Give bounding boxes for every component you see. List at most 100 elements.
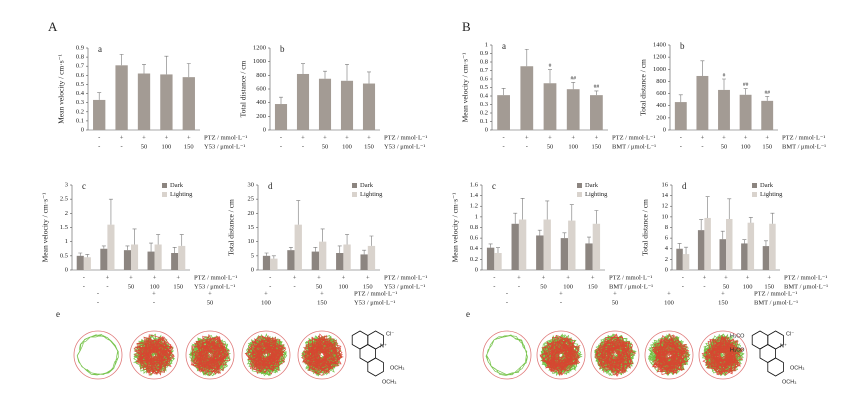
bar — [762, 246, 770, 270]
condition-value: - — [506, 290, 508, 297]
error-bar — [142, 64, 146, 74]
structure-label: OCH₃ — [382, 379, 396, 385]
condition-value: 150 — [718, 299, 728, 306]
bar — [568, 220, 576, 270]
structure-label: Cl⁻ — [386, 331, 394, 337]
y-tick-label: 2 — [665, 256, 668, 263]
bar — [674, 102, 687, 130]
condition-value: + — [293, 274, 297, 281]
bar — [360, 254, 368, 270]
condition-value: + — [548, 134, 552, 141]
panel-label: e — [466, 309, 470, 319]
bar — [718, 89, 730, 130]
condition-value: - — [703, 283, 705, 290]
error-bar — [524, 48, 529, 67]
error-bar — [345, 234, 350, 245]
panel-label: c — [492, 181, 496, 191]
trajectory — [594, 333, 637, 377]
error-bar — [186, 63, 191, 78]
y-tick-label: 0.5 — [76, 81, 84, 88]
condition-value: + — [153, 274, 157, 281]
panel-label: a — [502, 41, 506, 51]
error-bar — [495, 247, 500, 253]
error-bar — [763, 240, 768, 247]
figure-label: B — [462, 19, 471, 34]
annotation: # — [549, 63, 552, 69]
bar — [318, 78, 332, 130]
condition-value: + — [317, 274, 321, 281]
condition-label: Y53 / μmol·L⁻¹ — [194, 283, 235, 290]
trajectory — [701, 334, 744, 376]
condition-value: + — [701, 134, 705, 141]
condition-label: BMT / μmol·L⁻¹ — [784, 283, 828, 290]
y-axis-title: Mean velocity / cm·s⁻¹ — [451, 193, 460, 263]
error-bar — [587, 236, 592, 244]
condition-value: - — [280, 143, 282, 150]
trajectory — [190, 333, 231, 377]
condition-label: PTZ / mmol·L⁻¹ — [384, 134, 427, 141]
condition-label: Y53 / μmol·L⁻¹ — [384, 143, 425, 150]
condition-value: + — [542, 274, 546, 281]
bar — [160, 74, 173, 130]
y-tick-label: 0.8 — [76, 54, 84, 61]
condition-label: PTZ / mmol·L⁻¹ — [204, 134, 247, 141]
bar — [741, 243, 748, 270]
condition-value: - — [682, 283, 684, 290]
condition-value: + — [767, 274, 771, 281]
y-tick-label: 1200 — [653, 54, 666, 61]
condition-value: + — [613, 290, 617, 297]
error-bar — [770, 212, 775, 224]
condition-value: - — [493, 274, 495, 281]
annotation: ## — [594, 84, 600, 90]
error-bar — [537, 229, 542, 236]
legend-swatch — [752, 183, 757, 188]
y-tick-label: 0.4 — [76, 90, 85, 97]
condition-value: + — [525, 134, 529, 141]
bar — [497, 95, 510, 130]
error-bar — [78, 252, 83, 256]
error-bar — [722, 78, 726, 90]
annotation: # — [723, 72, 726, 78]
panel-label: c — [82, 181, 86, 191]
panel-label: b — [280, 44, 285, 54]
error-bar — [97, 92, 102, 100]
condition-value: - — [121, 143, 123, 150]
condition-value: + — [744, 134, 748, 141]
y-tick-label: 25 — [248, 196, 255, 203]
y-tick-label: 0.8 — [470, 224, 478, 231]
y-tick-label: 0.3 — [480, 101, 488, 108]
y-tick-label: 0.8 — [480, 58, 488, 65]
y-axis-title: Total distance / cm — [639, 59, 648, 116]
trajectory — [244, 334, 287, 375]
legend-swatch — [752, 192, 757, 197]
condition-label: PTZ / mmol·L⁻¹ — [612, 134, 655, 141]
bar — [343, 244, 351, 270]
y-tick-label: 1.4 — [470, 192, 479, 199]
condition-label: BMT / μmol·L⁻¹ — [612, 143, 656, 150]
error-bar — [742, 239, 747, 244]
y-tick-label: 0 — [485, 126, 488, 133]
structure-label: H₃CO — [730, 333, 745, 339]
arena — [482, 330, 532, 380]
y-tick-label: 2.5 — [60, 196, 68, 203]
condition-value: 50 — [721, 143, 728, 150]
condition-value: - — [269, 283, 271, 290]
condition-value: - — [302, 143, 304, 150]
y-tick-label: 0.1 — [76, 117, 84, 124]
condition-value: - — [97, 299, 99, 306]
y-tick-label: 0.6 — [470, 235, 479, 242]
structure-label: N⁺ — [380, 342, 387, 349]
panel-label: e — [56, 309, 60, 319]
error-bar — [264, 252, 269, 256]
error-bar — [571, 82, 576, 90]
condition-value: + — [591, 274, 595, 281]
y-tick-label: 0.4 — [480, 92, 489, 99]
y-tick-label: 1.6 — [470, 181, 479, 188]
y-axis-title: Mean velocity / cm·s⁻¹ — [57, 54, 66, 124]
condition-value: 100 — [568, 143, 578, 150]
error-bar — [132, 228, 137, 245]
error-bar — [85, 254, 90, 258]
y-tick-label: 200 — [656, 114, 666, 121]
condition-value: + — [264, 290, 268, 297]
condition-value: - — [97, 290, 99, 297]
